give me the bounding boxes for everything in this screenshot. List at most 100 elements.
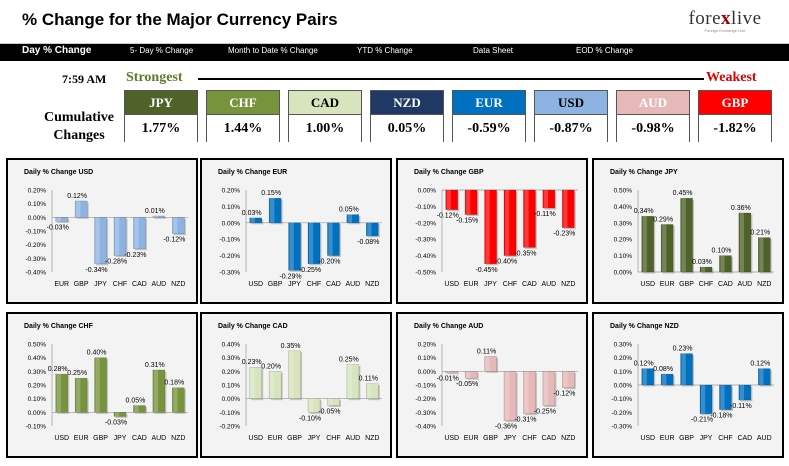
data-label: 0.18% [164, 380, 184, 387]
chart-panel-aud: Daily % Change AUD 0.20% 0.10% 0.00% -0.10% -… [396, 312, 588, 458]
data-label: -0.12% [553, 391, 575, 398]
y-tick-label: -0.50% [415, 270, 436, 277]
bar-group [249, 217, 264, 225]
data-label: 0.10% [711, 248, 731, 255]
data-label: -0.15% [456, 218, 478, 225]
bar-group [94, 217, 109, 266]
bar [523, 189, 536, 248]
data-label: 0.23% [673, 346, 693, 353]
bar-highlight [662, 224, 667, 272]
bar-highlight [681, 353, 686, 385]
nav-5day-change[interactable]: 5- Day % Change [130, 46, 194, 55]
x-tick-label: NZD [365, 281, 379, 288]
x-tick-label: NZD [171, 281, 185, 288]
bar [133, 217, 146, 250]
x-tick-label: CHF [522, 435, 536, 442]
logo-tagline: Foreign Exchange Live [704, 28, 746, 33]
bar-highlight [642, 216, 647, 272]
x-tick-label: NZD [561, 435, 575, 442]
bar-group [738, 384, 753, 402]
currency-cumulative-value: -0.59% [453, 115, 525, 142]
x-tick-label: EUR [74, 435, 89, 442]
bar [445, 189, 458, 210]
data-label: 0.25% [339, 357, 359, 364]
y-tick-label: -0.20% [219, 424, 240, 431]
strength-divider [198, 78, 704, 80]
bar [464, 189, 478, 215]
chart-title: Daily % Change EUR [218, 169, 287, 176]
currency-cumulative-value: 1.00% [289, 115, 361, 142]
bar [74, 377, 88, 413]
nav-data-sheet[interactable]: Data Sheet [473, 46, 514, 55]
bar-highlight [134, 217, 139, 249]
chart-panel-usd: Daily % Change USD 0.20% 0.10% 0.00% -0.10% -… [6, 158, 198, 304]
forexlive-logo[interactable]: forexlive Foreign Exchange Live [675, 8, 775, 36]
chart-svg: Daily % Change CHF 0.50% 0.40% 0.30% 0.20% 0.… [24, 323, 188, 442]
bar-group [55, 373, 70, 414]
bar-highlight [76, 378, 81, 413]
chart-title: Daily % Change USD [24, 169, 93, 176]
y-tick-label: -0.40% [415, 253, 436, 260]
data-label: 0.45% [673, 190, 693, 197]
bar-group [113, 217, 128, 258]
nav-day-change[interactable]: Day % Change [22, 45, 92, 56]
data-label: 0.11% [477, 348, 496, 355]
cumulative-changes-label: Cumulative Changes [44, 110, 114, 143]
bar-group [307, 398, 322, 414]
x-tick-label: CAD [737, 435, 752, 442]
data-label: -0.21% [691, 417, 713, 424]
y-tick-label: -0.10% [219, 237, 240, 244]
data-label: -0.23% [553, 231, 575, 238]
currency-box-eur: EUR -0.59% [452, 90, 526, 142]
nav-eod-change[interactable]: EOD % Change [576, 46, 633, 55]
x-tick-label: USD [640, 281, 655, 288]
bar-group [327, 398, 341, 407]
currency-code: USD [535, 91, 607, 115]
y-tick-label: 0.30% [614, 342, 633, 349]
bar-shadow [447, 372, 460, 375]
bar-group [641, 368, 656, 387]
nav-ytd-change[interactable]: YTD % Change [357, 46, 413, 55]
bar [249, 366, 262, 399]
bar [172, 217, 185, 234]
bar [307, 222, 321, 265]
bar-highlight [367, 222, 372, 236]
y-tick-label: 0.40% [614, 204, 633, 211]
currency-box-chf: CHF 1.44% [206, 90, 280, 142]
y-tick-label: 0.10% [418, 355, 437, 362]
bar-highlight [367, 383, 372, 399]
bar-highlight [347, 214, 353, 223]
x-tick-label: AUD [541, 281, 556, 288]
nav-month-to-date[interactable]: Month to Date % Change [228, 46, 318, 55]
bar-highlight [328, 222, 333, 256]
y-tick-label: -0.40% [25, 270, 46, 277]
chart-svg: Daily % Change CAD 0.40% 0.30% 0.20% 0.10% 0.… [218, 323, 382, 442]
x-tick-label: AUD [151, 435, 166, 442]
bar-group [680, 197, 695, 274]
chart-panel-jpy: Daily % Change JPY 0.50% 0.40% 0.30% 0.20% 0.… [592, 158, 784, 304]
bar [268, 371, 282, 399]
y-tick-label: 0.00% [222, 220, 241, 227]
x-tick-label: AUD [151, 281, 166, 288]
bar [113, 217, 127, 256]
y-tick-label: 0.20% [418, 342, 437, 349]
chart-title: Daily % Change AUD [414, 323, 483, 330]
x-tick-label: CHF [307, 281, 321, 288]
bar-group [113, 412, 128, 418]
data-label: -0.11% [730, 403, 752, 410]
data-label: 0.29% [653, 216, 673, 223]
bar-group [152, 369, 167, 414]
data-label: 0.21% [750, 230, 770, 237]
bar [738, 384, 752, 401]
y-tick-label: 0.30% [28, 369, 47, 376]
y-tick-label: 0.00% [28, 410, 47, 417]
bar [503, 371, 517, 421]
bar-group [327, 222, 341, 258]
data-label: -0.12% [163, 237, 185, 244]
bar [55, 217, 68, 222]
bar-group [758, 237, 772, 274]
bar-group [366, 222, 380, 238]
strongest-label: Strongest [126, 70, 183, 85]
y-tick-label: -0.40% [415, 424, 436, 431]
y-tick-label: -0.10% [219, 410, 240, 417]
